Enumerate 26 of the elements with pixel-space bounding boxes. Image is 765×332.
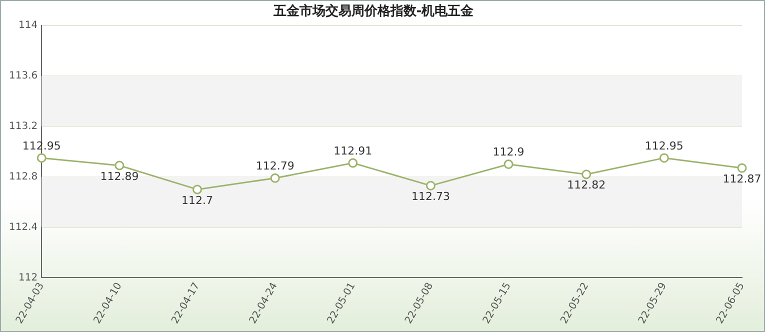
data-label: 112.87 (722, 172, 762, 186)
point (192, 184, 202, 194)
y-tick-label: 112.8 (8, 171, 38, 182)
point (348, 158, 358, 168)
point (114, 160, 124, 170)
point (270, 173, 280, 183)
data-label: 112.73 (411, 190, 450, 204)
y-tick-label: 112.4 (8, 222, 38, 233)
point (426, 180, 436, 190)
chart-title: 五金市场交易周价格指数-机电五金 (272, 3, 475, 20)
point (659, 153, 669, 163)
point (36, 153, 46, 163)
point (582, 170, 592, 180)
data-label: 112.95 (644, 139, 684, 152)
data-label: 112.9 (492, 146, 524, 159)
y-tick-label: 113.6 (8, 70, 38, 82)
data-label: 112.91 (334, 144, 372, 158)
point (737, 163, 747, 173)
data-label: 112.7 (182, 194, 214, 207)
y-tick-label: 113.2 (8, 121, 38, 132)
y-tick-label: 112 (18, 272, 38, 284)
data-label: 112.79 (256, 159, 294, 172)
data-label: 112.82 (567, 178, 606, 192)
data-label: 112.89 (100, 170, 139, 183)
point (504, 160, 514, 169)
y-tick-label: 114 (18, 20, 38, 32)
